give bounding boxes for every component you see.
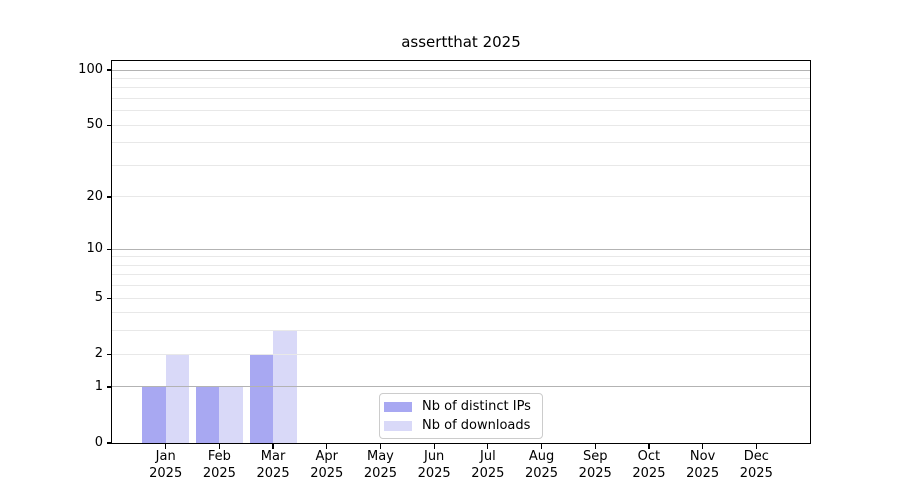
y-tick-label-10: 10 [86, 241, 103, 257]
chart-title: assertthat 2025 [401, 33, 521, 51]
legend: Nb of distinct IPs Nb of downloads [379, 393, 543, 439]
x-label-month: May [367, 449, 394, 464]
legend-item-downloads: Nb of downloads [384, 417, 536, 434]
gridline-100 [112, 69, 810, 71]
x-label-month: Mar [260, 449, 286, 464]
x-label-year: 2025 [417, 465, 451, 481]
bar-downloads-jan [165, 354, 190, 443]
x-tick-label-feb: Feb 2025 [189, 449, 249, 482]
x-tick-aug [540, 444, 543, 449]
y-tick-2 [107, 353, 111, 355]
x-tick-oct [648, 444, 650, 449]
x-tick-nov [702, 444, 704, 449]
y-tick-label-100: 100 [78, 62, 103, 78]
y-tick-label-1: 1 [94, 378, 103, 394]
x-label-year: 2025 [632, 465, 666, 481]
x-label-year: 2025 [202, 465, 236, 481]
y-tick-label-50: 50 [86, 117, 103, 133]
plot-area: 0 1 2 5 10 20 50 100 Jan 2025 Feb 2025 Mar 2025 Apr 202… [78, 60, 811, 481]
x-tick-label-mar: Mar 2025 [243, 449, 303, 482]
bar-distinct-ips-feb [195, 387, 220, 443]
y-tick-100 [107, 69, 111, 71]
x-label-month: Feb [207, 449, 231, 464]
x-label-year: 2025 [363, 465, 397, 481]
gridline-40 [112, 142, 810, 144]
legend-item-distinct-ips: Nb of distinct IPs [384, 398, 536, 415]
x-tick-label-may: May 2025 [350, 449, 410, 482]
x-label-year: 2025 [524, 465, 559, 481]
bar-downloads-feb [219, 387, 243, 443]
x-label-month: Nov [689, 449, 716, 464]
x-tick-jan [165, 444, 167, 449]
x-label-year: 2025 [149, 465, 183, 481]
gridline-4 [112, 312, 810, 314]
y-tick-label-5: 5 [94, 290, 103, 306]
x-tick-label-jul: Jul 2025 [458, 449, 518, 482]
legend-label-distinct-ips: Nb of distinct IPs [422, 399, 531, 414]
gridline-2 [112, 353, 810, 355]
y-tick-50 [107, 124, 111, 126]
x-label-month: Sep [582, 449, 608, 464]
x-label-month: Dec [743, 449, 769, 464]
gridline-7 [112, 274, 810, 276]
x-label-year: 2025 [686, 465, 720, 481]
y-tick-label-20: 20 [86, 188, 103, 204]
y-tick-1 [107, 386, 111, 388]
x-label-month: Jan [155, 449, 176, 464]
x-tick-sep [594, 444, 596, 449]
gridline-8 [112, 264, 810, 266]
x-label-year: 2025 [578, 465, 612, 481]
gridline-80 [112, 87, 810, 89]
y-tick-5 [107, 297, 111, 299]
x-tick-label-nov: Nov 2025 [673, 449, 733, 482]
x-tick-label-dec: Dec 2025 [726, 449, 786, 482]
x-tick-feb [218, 444, 220, 449]
y-tick-20 [107, 196, 111, 198]
gridline-1 [112, 386, 810, 388]
gridline-10 [112, 248, 810, 250]
legend-swatch-distinct-ips [384, 401, 412, 412]
x-tick-apr [326, 444, 328, 449]
gridline-70 [112, 98, 810, 100]
y-tick-label-0: 0 [94, 435, 103, 450]
x-label-year: 2025 [310, 465, 344, 481]
y-tick-10 [107, 248, 111, 250]
x-tick-jun [433, 444, 435, 449]
gridline-30 [112, 165, 810, 166]
gridline-20 [112, 196, 810, 198]
x-label-month: Oct [637, 449, 661, 464]
x-tick-label-jan: Jan 2025 [136, 449, 196, 482]
x-label-month: Jun [423, 449, 445, 464]
x-tick-label-sep: Sep 2025 [565, 449, 625, 482]
x-tick-dec [755, 444, 757, 449]
gridline-3 [112, 330, 810, 332]
bar-distinct-ips-jan [142, 387, 166, 443]
gridline-60 [112, 110, 810, 112]
x-label-year: 2025 [739, 465, 773, 481]
x-tick-mar [272, 444, 274, 449]
x-tick-label-apr: Apr 2025 [297, 449, 357, 482]
x-label-month: Jul [480, 449, 496, 464]
y-tick-0 [107, 442, 111, 444]
x-tick-jul [487, 444, 489, 449]
x-label-year: 2025 [471, 465, 505, 481]
gridline-50 [112, 124, 810, 126]
x-tick-label-jun: Jun 2025 [404, 449, 464, 482]
gridline-6 [112, 285, 810, 287]
bar-distinct-ips-mar [249, 354, 274, 443]
x-label-year: 2025 [256, 465, 290, 481]
legend-swatch-downloads [384, 420, 412, 431]
legend-label-downloads: Nb of downloads [422, 418, 531, 433]
gridline-9 [112, 256, 810, 258]
x-label-month: Apr [315, 449, 339, 464]
x-tick-may [379, 444, 382, 449]
x-tick-label-aug: Aug 2025 [512, 449, 572, 482]
y-tick-label-2: 2 [94, 346, 103, 362]
x-label-month: Aug [528, 449, 555, 464]
gridline-5 [112, 297, 810, 299]
gridline-90 [112, 77, 810, 79]
x-tick-label-oct: Oct 2025 [619, 449, 679, 482]
